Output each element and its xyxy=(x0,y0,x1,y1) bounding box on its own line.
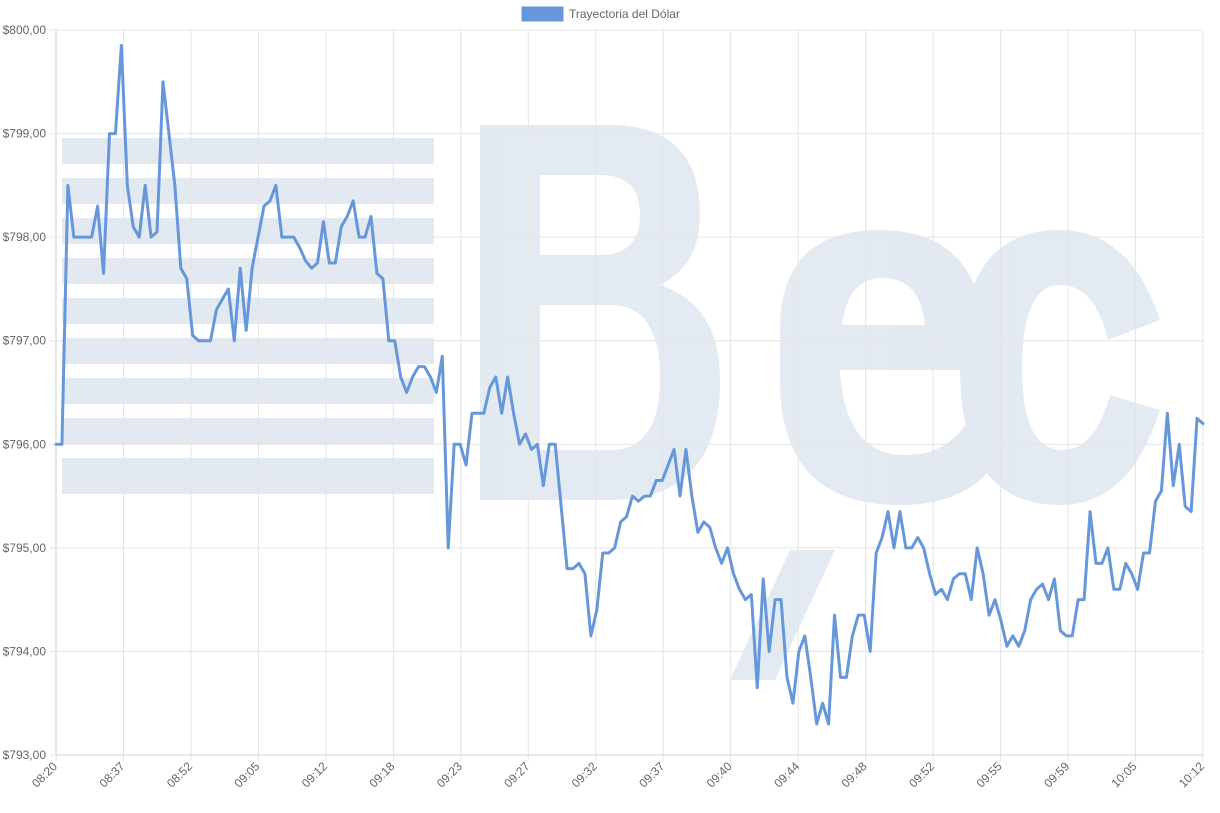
y-tick-label: $795,00 xyxy=(3,541,47,555)
x-tick-label: 09:55 xyxy=(974,759,1005,790)
y-tick-label: $796,00 xyxy=(3,437,47,451)
x-tick-label: 09:59 xyxy=(1041,759,1072,790)
x-tick-label: 09:44 xyxy=(771,759,802,790)
x-tick-label: 10:05 xyxy=(1109,759,1140,790)
legend[interactable]: Trayectoria del Dólar xyxy=(521,6,680,22)
x-tick-label: 09:37 xyxy=(636,759,667,790)
y-tick-label: $797,00 xyxy=(3,334,47,348)
series-line[interactable] xyxy=(54,44,1205,726)
x-tick-label: 09:48 xyxy=(839,759,870,790)
x-tick-label: 09:52 xyxy=(906,759,937,790)
x-tick-label: 09:40 xyxy=(704,759,735,790)
series-layer xyxy=(54,44,1205,726)
x-tick-label: 09:18 xyxy=(366,759,397,790)
x-tick-label: 09:32 xyxy=(569,759,600,790)
x-tick-label: 09:27 xyxy=(501,759,532,790)
x-tick-label: 09:12 xyxy=(299,759,330,790)
legend-label[interactable]: Trayectoria del Dólar xyxy=(569,7,680,21)
bec-watermark-logo xyxy=(62,125,1160,680)
x-tick-label: 08:20 xyxy=(29,759,60,790)
y-tick-label: $794,00 xyxy=(3,644,47,658)
x-tick-label: 08:37 xyxy=(96,759,127,790)
x-tick-label: 08:52 xyxy=(164,759,195,790)
x-tick-label: 10:12 xyxy=(1176,759,1207,790)
legend-swatch[interactable] xyxy=(521,6,564,22)
y-tick-label: $798,00 xyxy=(3,230,47,244)
y-tick-label: $799,00 xyxy=(3,127,47,141)
y-tick-label: $800,00 xyxy=(3,23,47,37)
x-tick-label: 09:05 xyxy=(231,759,262,790)
x-tick-label: 09:23 xyxy=(434,759,465,790)
y-tick-label: $793,00 xyxy=(3,748,47,762)
